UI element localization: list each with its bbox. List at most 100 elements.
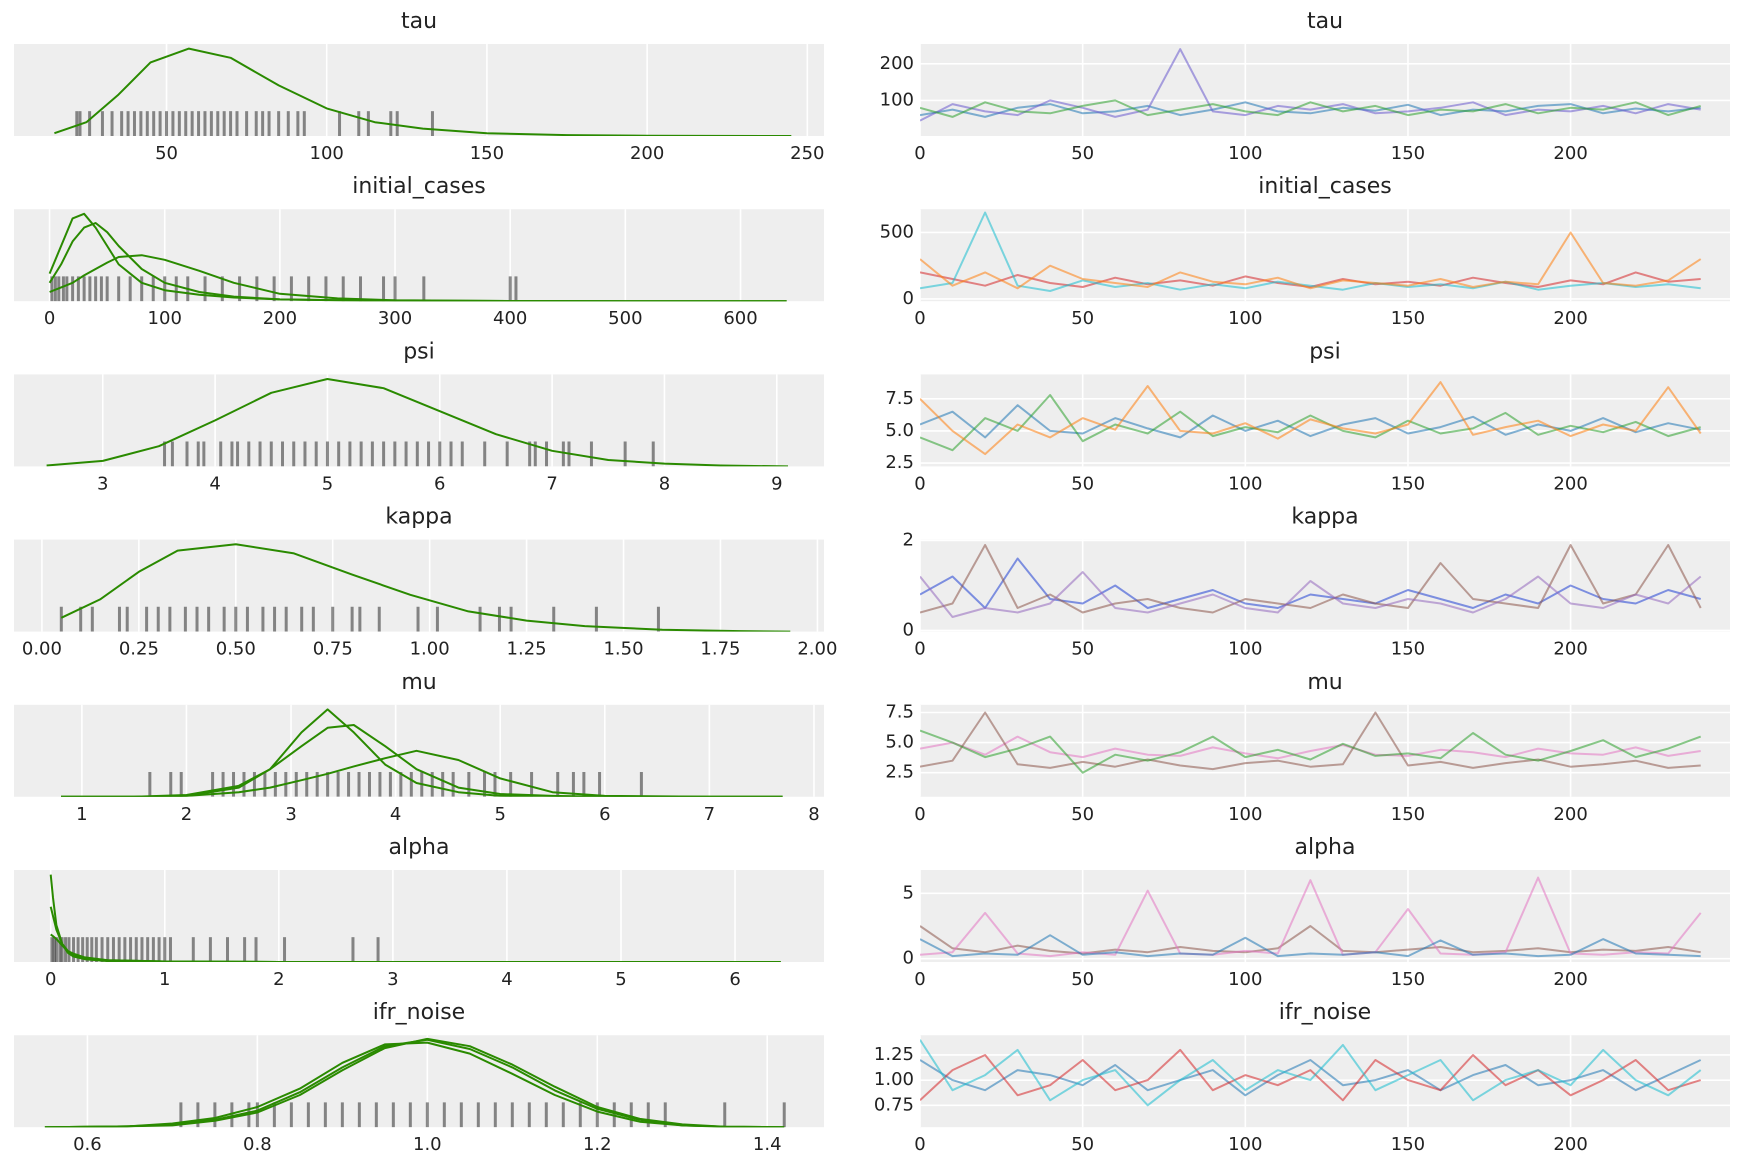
y-tick-label: 7.5 xyxy=(885,388,914,409)
plot-content xyxy=(49,874,781,962)
chain-trace xyxy=(920,231,1702,290)
plot-content xyxy=(920,1039,1702,1107)
x-tick-label: 150 xyxy=(470,143,504,164)
plot-content xyxy=(920,381,1702,456)
x-tick-label: 7 xyxy=(546,473,557,494)
x-tick-label: 5 xyxy=(322,473,333,494)
panel-title: kappa xyxy=(1291,505,1358,530)
plot-content xyxy=(920,711,1702,774)
chain-trace xyxy=(920,1048,1701,1102)
plot-content xyxy=(48,212,787,302)
x-tick-label: 0 xyxy=(914,473,925,494)
chain-trace xyxy=(920,394,1701,452)
x-tick-label: 3 xyxy=(387,969,398,990)
chain-trace xyxy=(920,934,1701,958)
panel-title: alpha xyxy=(389,835,450,860)
x-tick-label: 200 xyxy=(1553,143,1587,164)
y-tick-label: 0.75 xyxy=(874,1094,914,1115)
plot-content xyxy=(44,1037,786,1128)
x-tick-label: 3 xyxy=(285,804,296,825)
x-tick-label: 100 xyxy=(1228,143,1262,164)
x-tick-label: 50 xyxy=(1071,308,1094,329)
kde-curve xyxy=(61,724,783,797)
y-tick-label: 1.00 xyxy=(874,1069,914,1090)
x-tick-label: 0 xyxy=(44,308,55,329)
plot-area xyxy=(14,44,824,136)
x-tick-label: 100 xyxy=(310,143,344,164)
panel-title: tau xyxy=(401,9,437,34)
y-tick-label: 0 xyxy=(903,619,914,640)
y-tick-label: 2 xyxy=(903,529,914,550)
plot-area xyxy=(14,1035,824,1128)
x-tick-label: 300 xyxy=(378,308,412,329)
x-tick-label: 2 xyxy=(273,969,284,990)
kde-panel: tau 50 100 150 200 250 xyxy=(14,9,825,164)
x-tick-label: 150 xyxy=(1391,969,1425,990)
kde-curve xyxy=(50,933,781,962)
x-tick-label: 1 xyxy=(76,804,87,825)
x-tick-label: 0 xyxy=(914,804,925,825)
x-tick-label: 600 xyxy=(723,308,757,329)
x-tick-label: 0 xyxy=(45,969,56,990)
panel-title: kappa xyxy=(385,505,452,530)
plot-area xyxy=(920,704,1730,797)
plot-area xyxy=(920,539,1730,632)
plot-area xyxy=(14,870,824,962)
y-tick-label: 5.0 xyxy=(885,420,914,441)
plot-content xyxy=(61,708,783,797)
x-tick-label: 4 xyxy=(209,473,220,494)
x-tick-label: 50 xyxy=(155,143,178,164)
x-tick-label: 200 xyxy=(1553,1134,1587,1155)
x-tick-label: 6 xyxy=(729,969,740,990)
y-tick-label: 0 xyxy=(903,288,914,309)
x-tick-label: 9 xyxy=(771,473,782,494)
panel-title: psi xyxy=(403,339,435,364)
panel-title: initial_cases xyxy=(352,174,486,199)
trace-panel: alpha 0 50 100 150 200 0 5 xyxy=(903,835,1730,990)
x-tick-label: 1 xyxy=(159,969,170,990)
x-tick-label: 1.00 xyxy=(410,639,450,660)
x-tick-label: 4 xyxy=(501,969,512,990)
x-tick-label: 0.8 xyxy=(243,1134,272,1155)
x-tick-label: 100 xyxy=(148,308,182,329)
x-tick-label: 200 xyxy=(1553,969,1587,990)
kde-panel: mu 1 2 3 4 5 6 7 8 xyxy=(14,670,824,825)
x-tick-label: 0.00 xyxy=(22,639,62,660)
panel-title: ifr_noise xyxy=(373,1000,465,1025)
x-tick-label: 50 xyxy=(1071,1134,1094,1155)
plot-content xyxy=(920,211,1702,292)
x-tick-label: 2 xyxy=(181,804,192,825)
x-tick-label: 1.50 xyxy=(603,639,643,660)
plot-content xyxy=(920,48,1701,122)
x-tick-label: 8 xyxy=(808,804,819,825)
x-tick-label: 6 xyxy=(434,473,445,494)
panel-title: mu xyxy=(1307,670,1342,695)
chain-trace xyxy=(920,48,1701,122)
trace-panel: kappa 0 50 100 150 200 0 2 xyxy=(903,505,1730,660)
panel-title: ifr_noise xyxy=(1279,1000,1371,1025)
x-tick-label: 100 xyxy=(1228,1134,1262,1155)
kde-panel: initial_cases 0 100 200 300 400 500 600 xyxy=(14,174,824,329)
x-tick-label: 100 xyxy=(1228,639,1262,660)
x-tick-label: 5 xyxy=(615,969,626,990)
y-tick-label: 0 xyxy=(903,948,914,969)
x-tick-label: 1.75 xyxy=(700,639,740,660)
plot-area xyxy=(920,1035,1730,1128)
x-tick-label: 6 xyxy=(599,804,610,825)
plot-area xyxy=(920,44,1730,136)
y-tick-label: 5.0 xyxy=(885,732,914,753)
x-tick-label: 1.4 xyxy=(753,1134,782,1155)
kde-panel: ifr_noise 0.6 0.8 1.0 1.2 1.4 xyxy=(14,1000,824,1155)
panel-title: initial_cases xyxy=(1258,174,1392,199)
kde-curve xyxy=(44,1041,785,1128)
kde-curve xyxy=(44,1037,785,1128)
chain-trace xyxy=(920,557,1701,609)
x-tick-label: 150 xyxy=(1391,639,1425,660)
x-tick-label: 100 xyxy=(1228,969,1262,990)
x-tick-label: 200 xyxy=(1553,639,1587,660)
x-tick-label: 100 xyxy=(1228,473,1262,494)
x-tick-label: 50 xyxy=(1071,969,1094,990)
x-tick-label: 4 xyxy=(390,804,401,825)
kde-curve xyxy=(54,47,792,136)
